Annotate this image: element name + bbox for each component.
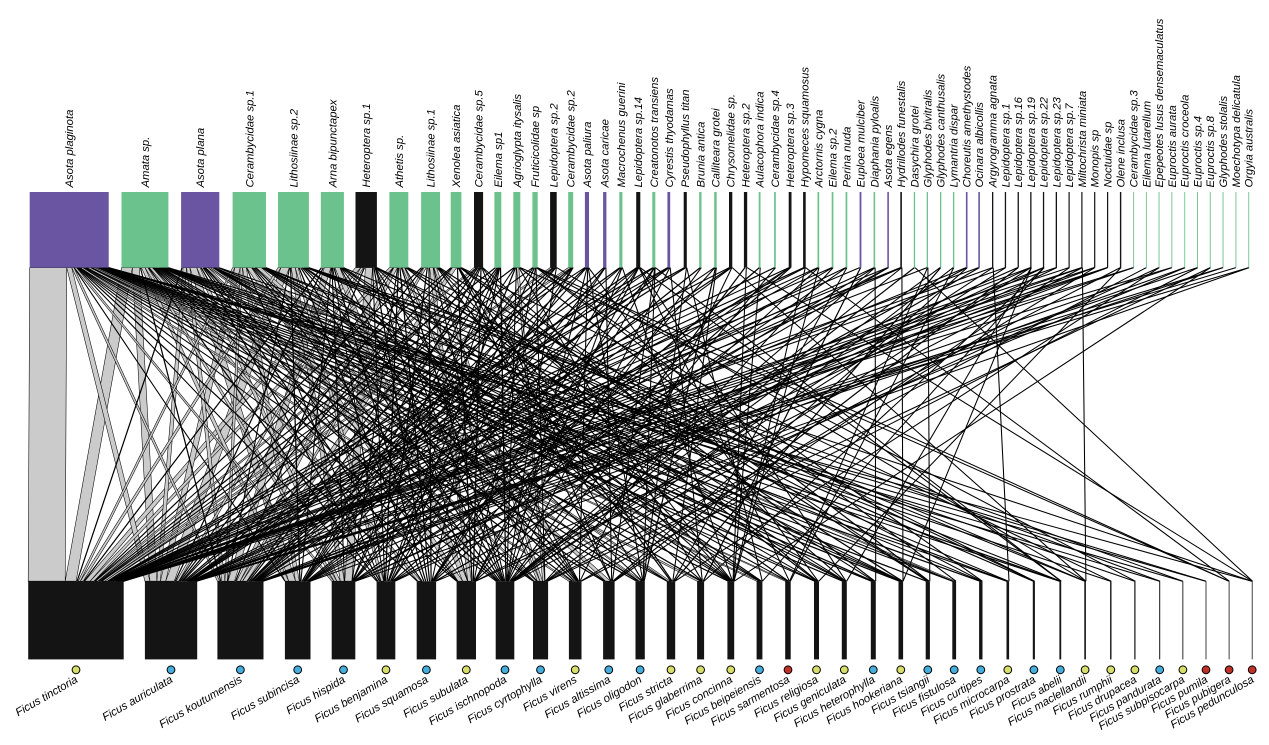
svg-text:Macrochenus guerini: Macrochenus guerini	[616, 82, 628, 187]
svg-text:Cerambycidae sp.1: Cerambycidae sp.1	[244, 90, 256, 187]
svg-text:Chrysomelidae sp.: Chrysomelidae sp.	[726, 94, 738, 188]
svg-text:Arctornis cygna: Arctornis cygna	[813, 110, 825, 189]
svg-text:Cyrestis thyodamas: Cyrestis thyodamas	[664, 88, 676, 188]
svg-text:Lithosiinae sp.2: Lithosiinae sp.2	[288, 108, 300, 187]
svg-text:Lepidoptera sp.2: Lepidoptera sp.2	[548, 103, 560, 188]
svg-text:Hydrillodes funestalis: Hydrillodes funestalis	[896, 80, 908, 187]
svg-text:Glyphodes canthusalis: Glyphodes canthusalis	[936, 73, 948, 187]
svg-text:Lepidoptera sp.23: Lepidoptera sp.23	[1051, 96, 1063, 187]
svg-text:Aulacophora indica: Aulacophora indica	[755, 91, 767, 188]
svg-text:Orgyia australis: Orgyia australis	[1244, 109, 1256, 188]
svg-text:Xenolea asiatica: Xenolea asiatica	[451, 105, 463, 189]
svg-text:Eilema lutarellum: Eilema lutarellum	[1141, 101, 1153, 188]
svg-text:Creatonotos transiens: Creatonotos transiens	[649, 77, 661, 188]
svg-text:Cerambycidae sp.2: Cerambycidae sp.2	[566, 89, 578, 187]
svg-text:Eilema sp.2: Eilema sp.2	[827, 128, 839, 188]
svg-text:Cerambycidae sp.5: Cerambycidae sp.5	[473, 89, 485, 187]
svg-text:Lepidoptera sp.1: Lepidoptera sp.1	[1000, 103, 1012, 187]
svg-text:Asota paliura: Asota paliura	[582, 122, 594, 189]
svg-text:Euploea mulciber: Euploea mulciber	[855, 99, 867, 188]
svg-text:Perina nuda: Perina nuda	[841, 127, 853, 188]
svg-text:Cerambycidae sp.3: Cerambycidae sp.3	[1129, 89, 1141, 187]
svg-text:Pseudophyllus titan: Pseudophyllus titan	[680, 90, 692, 188]
svg-text:Brunia antica: Brunia antica	[695, 122, 707, 188]
svg-text:Eilema sp1: Eilema sp1	[493, 132, 505, 188]
svg-text:Lepidoptera sp.22: Lepidoptera sp.22	[1038, 96, 1050, 187]
svg-text:Lymantria dispar: Lymantria dispar	[949, 103, 961, 188]
svg-text:Noctuidae sp: Noctuidae sp	[1103, 122, 1115, 188]
svg-text:Lepidoptera sp.7: Lepidoptera sp.7	[1064, 103, 1076, 188]
svg-text:Lepidoptera sp.16: Lepidoptera sp.16	[1013, 96, 1025, 187]
svg-text:Lithosiinae sp.1: Lithosiinae sp.1	[425, 109, 437, 188]
svg-text:Glyphodes stolalis: Glyphodes stolalis	[1218, 95, 1230, 187]
svg-text:Euproctis sp.4: Euproctis sp.4	[1192, 116, 1204, 188]
svg-text:Asota plaginota: Asota plaginota	[64, 110, 76, 189]
svg-text:Hypomeces squamosus: Hypomeces squamosus	[799, 67, 811, 188]
svg-text:Lepidoptera sp.14: Lepidoptera sp.14	[633, 97, 645, 187]
svg-text:Heteroptera sp.2: Heteroptera sp.2	[740, 103, 752, 188]
svg-text:Glyphodes bivitralis: Glyphodes bivitralis	[922, 89, 934, 187]
svg-text:Moechotypa delicatula: Moechotypa delicatula	[1231, 75, 1243, 187]
svg-text:Monopis sp: Monopis sp	[1090, 130, 1102, 188]
svg-text:Arna bipunctapex: Arna bipunctapex	[327, 99, 339, 188]
svg-text:Fruticicolidae sp: Fruticicolidae sp	[530, 106, 542, 188]
svg-text:Athetis sp.: Athetis sp.	[394, 135, 406, 189]
svg-text:Choreutis amethystodes: Choreutis amethystodes	[962, 65, 974, 187]
svg-text:Euproctis aurata: Euproctis aurata	[1167, 105, 1179, 187]
svg-text:Dasychira grotei: Dasychira grotei	[909, 105, 921, 187]
svg-text:Ocinara albicollis: Ocinara albicollis	[974, 102, 986, 188]
svg-text:Argyrogramma agnata: Argyrogramma agnata	[988, 75, 1000, 188]
svg-text:Asota caricae: Asota caricae	[600, 119, 612, 188]
svg-text:Asota egens: Asota egens	[883, 124, 895, 188]
svg-text:Euproctis sp.8: Euproctis sp.8	[1205, 115, 1217, 187]
svg-text:Miltochrista miniata: Miltochrista miniata	[1077, 91, 1089, 188]
svg-text:Calliteara grotei: Calliteara grotei	[710, 108, 722, 188]
svg-text:Euproctis croceola: Euproctis croceola	[1180, 95, 1192, 188]
svg-text:Heteroptera sp.3: Heteroptera sp.3	[785, 103, 797, 188]
svg-text:Olene inclusa: Olene inclusa	[1116, 119, 1128, 187]
svg-text:Amata sp.: Amata sp.	[140, 137, 152, 189]
svg-text:Asota plana: Asota plana	[195, 128, 207, 189]
svg-text:Epepeotes lusus densemaculatus: Epepeotes lusus densemaculatus	[1154, 18, 1166, 187]
svg-text:Cerambycidae sp.4: Cerambycidae sp.4	[770, 90, 782, 187]
svg-text:Diaphania pyloalis: Diaphania pyloalis	[869, 95, 881, 187]
svg-text:Lepidoptera sp.19: Lepidoptera sp.19	[1026, 96, 1038, 187]
svg-text:Agrioglypta itysalis: Agrioglypta itysalis	[512, 94, 524, 189]
svg-text:Heteroptera sp.1: Heteroptera sp.1	[361, 103, 373, 187]
